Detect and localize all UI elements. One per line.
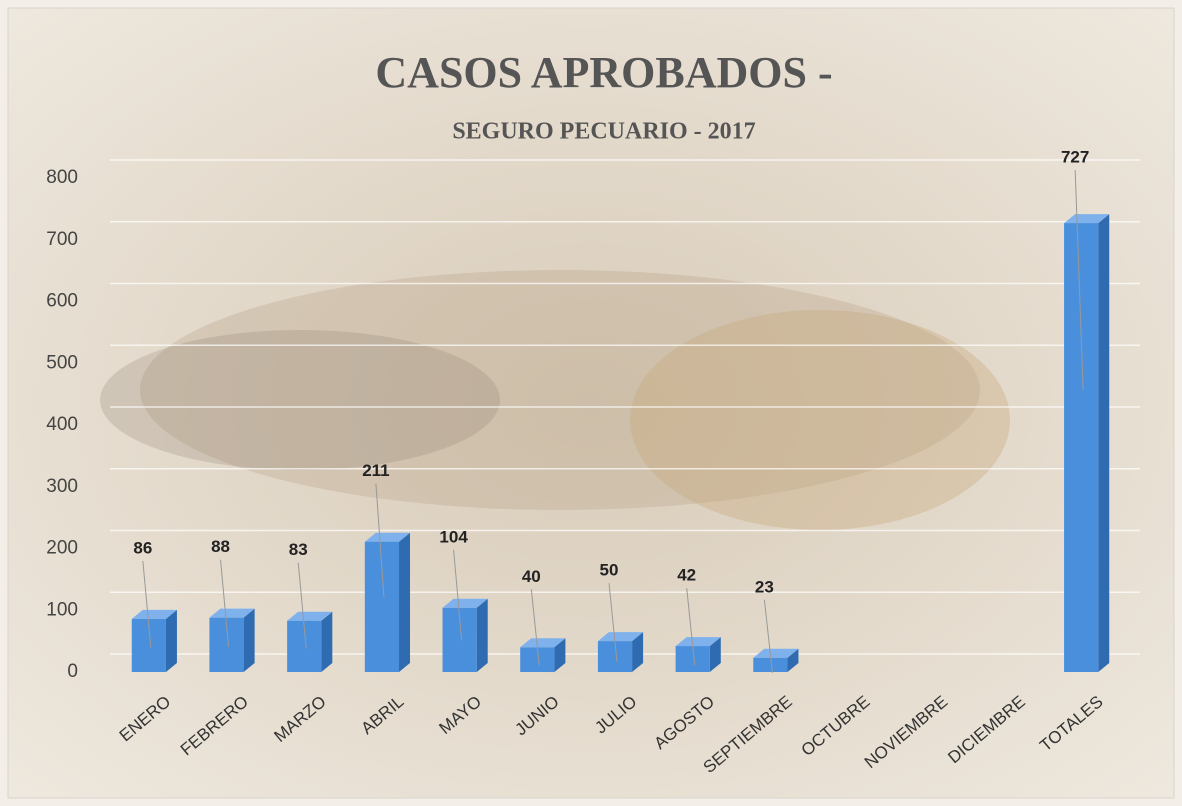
value-label: 50 <box>600 561 619 580</box>
chart-title: CASOS APROBADOS - <box>375 48 832 97</box>
bar-side <box>166 610 177 672</box>
bar-side <box>477 599 488 672</box>
y-tick-label: 300 <box>46 476 78 497</box>
chart-subtitle: SEGURO PECUARIO - 2017 <box>452 119 755 145</box>
y-tick-label: 100 <box>46 599 78 620</box>
value-label: 42 <box>677 566 696 585</box>
y-tick-label: 700 <box>46 229 78 250</box>
value-label: 88 <box>211 537 230 556</box>
photo-shape <box>100 330 500 470</box>
y-tick-label: 200 <box>46 538 78 559</box>
bar-side <box>399 533 410 672</box>
value-label: 211 <box>362 461 389 480</box>
bar <box>365 542 399 672</box>
chart: CASOS APROBADOS - SEGURO PECUARIO - 2017… <box>0 0 1182 806</box>
photo-shape <box>630 310 1010 530</box>
y-tick-label: 600 <box>46 291 78 312</box>
y-tick-label: 0 <box>67 661 78 682</box>
value-label: 104 <box>439 527 468 546</box>
bar <box>1064 223 1098 672</box>
value-label: 86 <box>133 538 152 557</box>
value-label: 23 <box>755 577 774 596</box>
value-label: 83 <box>289 540 308 559</box>
y-tick-label: 800 <box>46 167 78 188</box>
value-label: 727 <box>1061 147 1089 166</box>
bar-side <box>321 612 332 672</box>
y-tick-label: 400 <box>46 414 78 435</box>
value-label: 40 <box>522 567 541 586</box>
bar-side <box>244 609 255 672</box>
y-tick-label: 500 <box>46 352 78 373</box>
bar <box>753 658 787 672</box>
bar-side <box>1098 214 1109 672</box>
